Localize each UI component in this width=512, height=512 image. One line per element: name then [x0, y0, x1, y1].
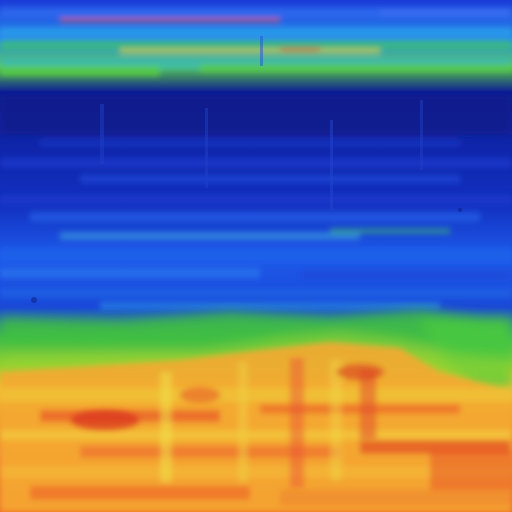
top-streaks — [0, 8, 512, 76]
texture-highlights — [31, 36, 462, 303]
warm-region — [0, 342, 512, 512]
vertical-structures — [71, 358, 384, 488]
mid-streaks — [0, 95, 512, 310]
